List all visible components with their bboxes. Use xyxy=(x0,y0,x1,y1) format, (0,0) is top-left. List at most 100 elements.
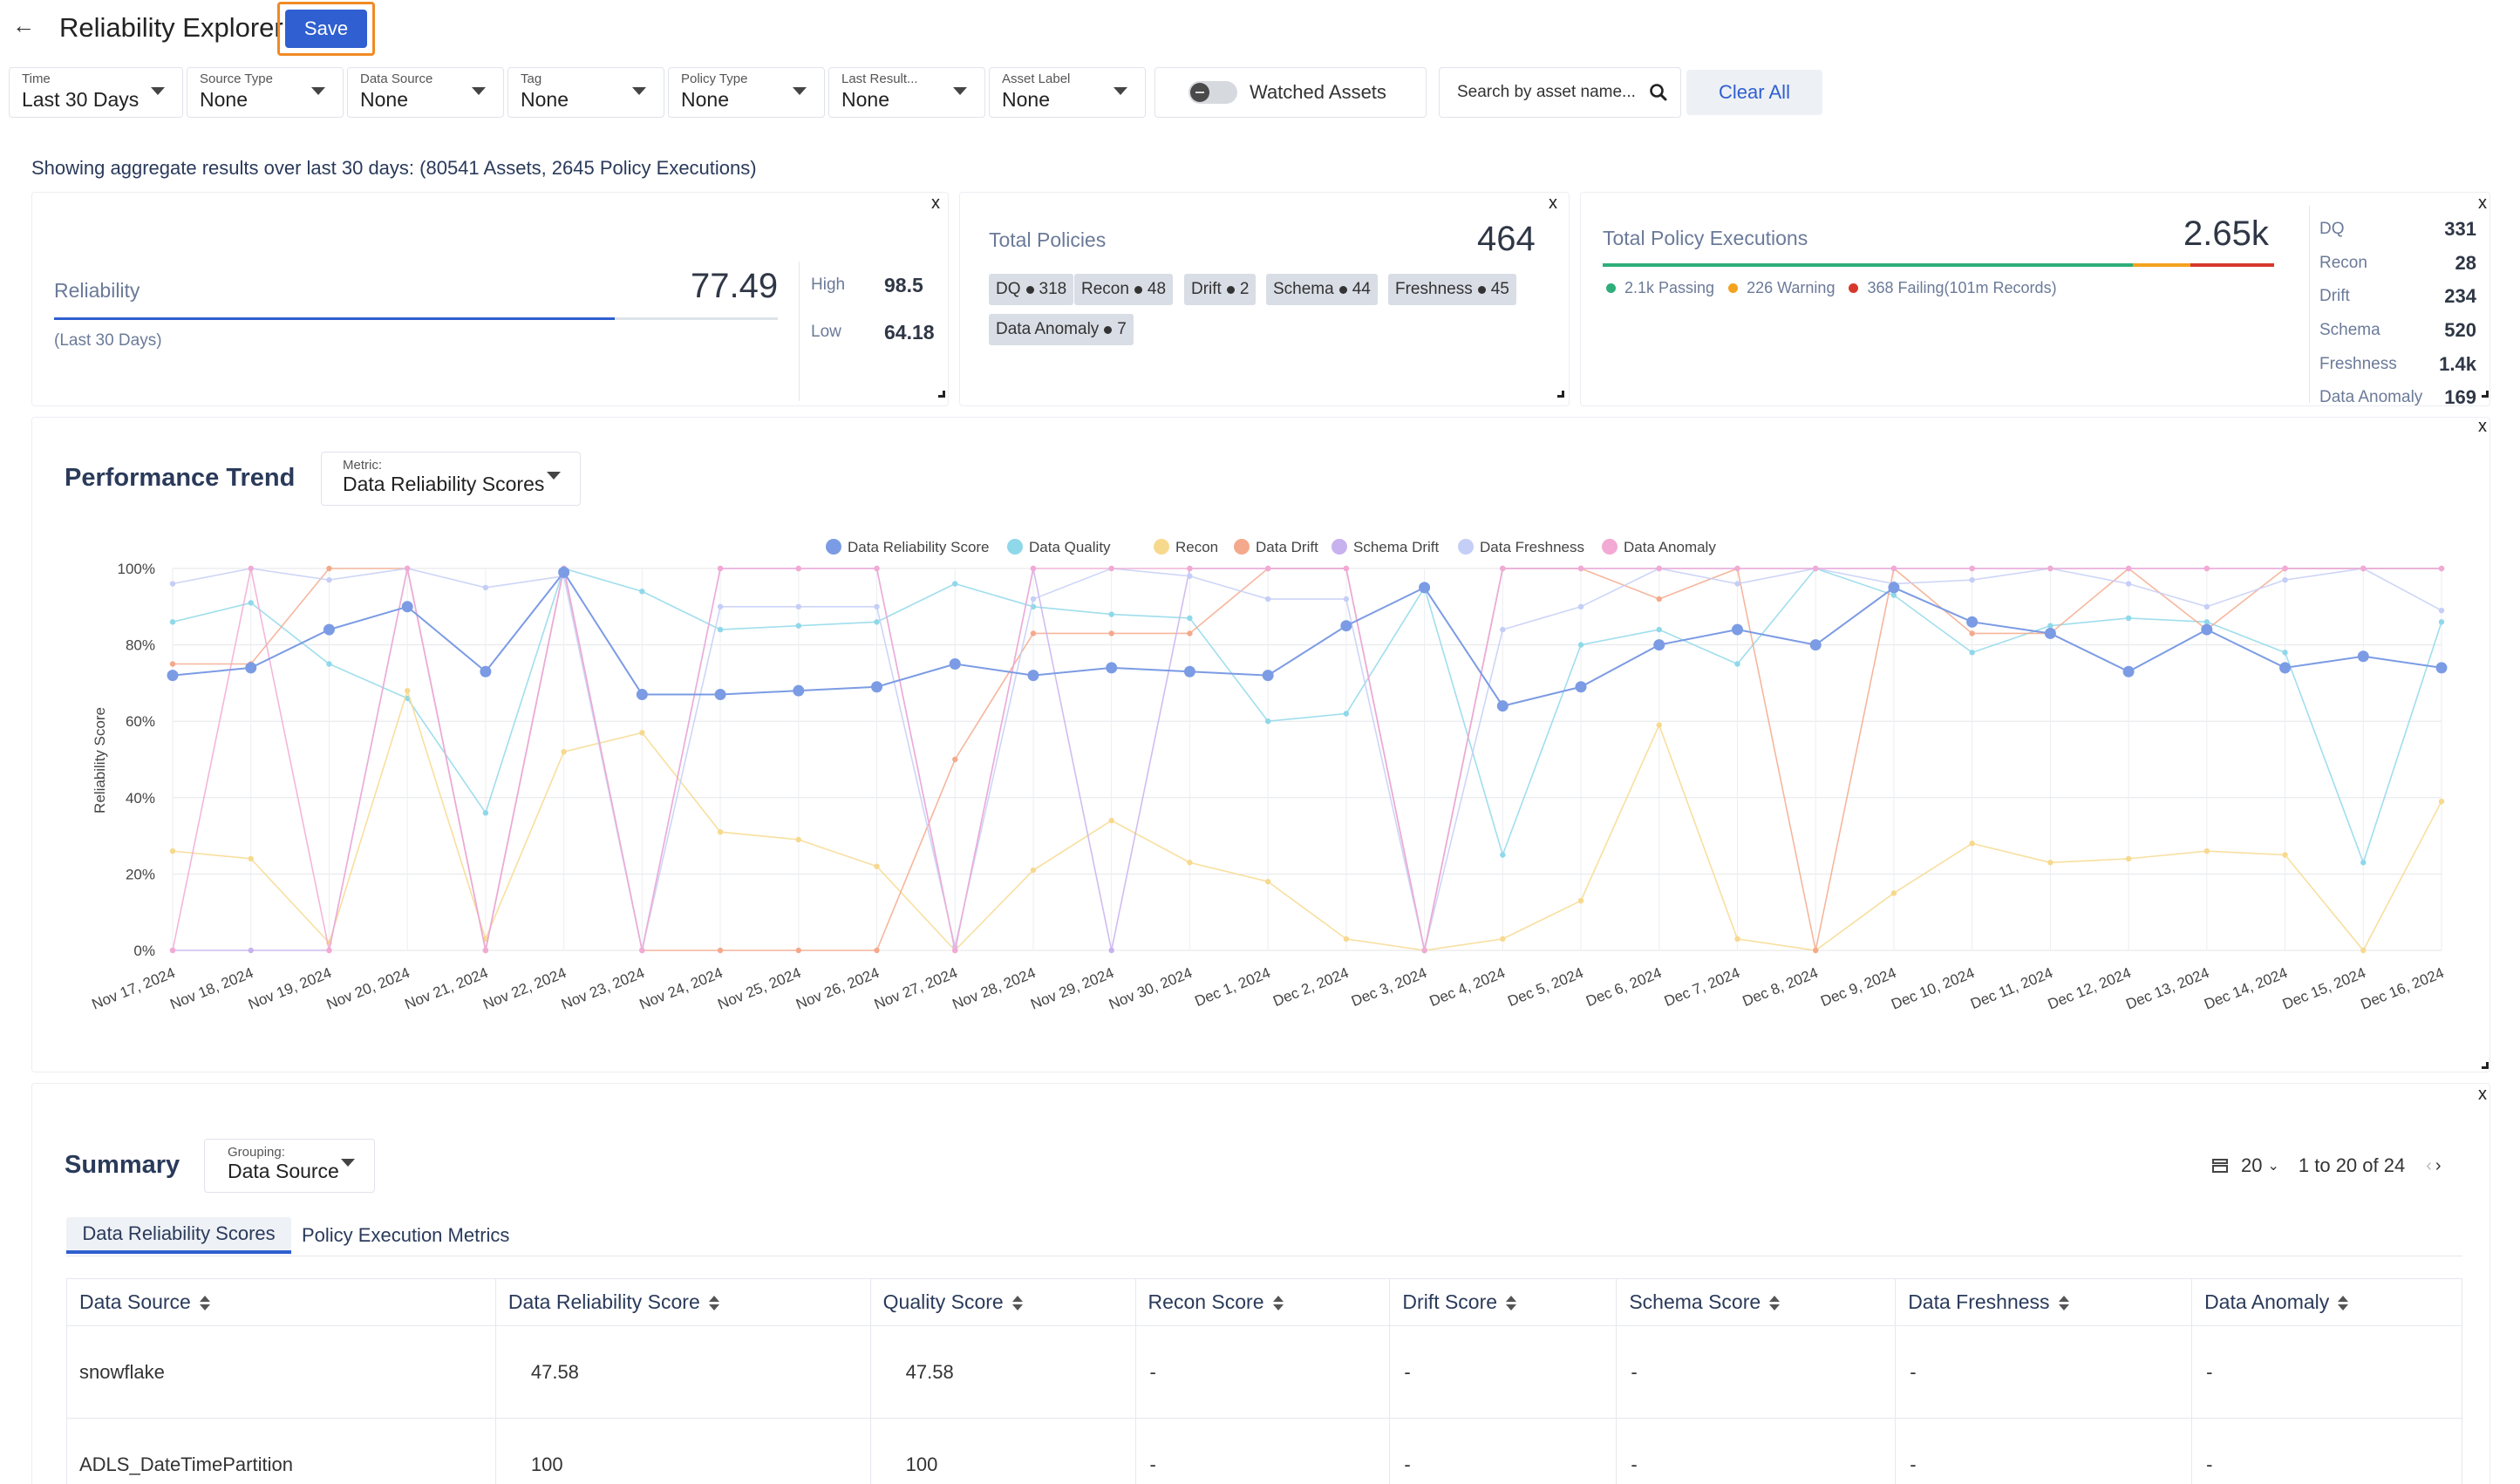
data-point xyxy=(2203,603,2210,609)
prev-page-icon[interactable]: ‹ xyxy=(2426,1155,2432,1175)
reliability-card xyxy=(31,192,949,406)
filter-tag[interactable]: Tag None xyxy=(507,67,664,118)
dot-icon xyxy=(1025,285,1034,294)
data-point xyxy=(1813,565,1819,572)
column-header[interactable]: Data Reliability Score xyxy=(494,1278,871,1326)
filter-last-result[interactable]: Last Result... None xyxy=(828,67,985,118)
data-point xyxy=(1809,639,1822,651)
toggle-switch[interactable] xyxy=(1188,81,1237,104)
data-point xyxy=(2360,947,2367,954)
data-point xyxy=(2047,623,2053,629)
resize-handle[interactable] xyxy=(2482,1062,2489,1069)
breakdown-name: Schema xyxy=(2319,321,2380,340)
filter-data-source[interactable]: Data Source None xyxy=(347,67,504,118)
passing-dot-icon xyxy=(1606,283,1616,293)
filter-value: None xyxy=(200,88,248,111)
data-point xyxy=(2438,607,2445,614)
total-policies-value: 464 xyxy=(1477,220,1536,258)
x-tick-label: Dec 15, 2024 xyxy=(2280,964,2368,1013)
close-icon[interactable]: x xyxy=(1549,194,1557,213)
sort-icon[interactable] xyxy=(1011,1296,1023,1311)
search-icon[interactable] xyxy=(1649,83,1668,102)
x-tick-label: Nov 19, 2024 xyxy=(246,964,334,1013)
tag-count: 45 xyxy=(1490,280,1509,298)
resize-handle[interactable] xyxy=(1557,391,1564,398)
column-header[interactable]: Recon Score xyxy=(1134,1278,1391,1326)
metric-dropdown[interactable]: Metric: Data Reliability Scores xyxy=(321,452,581,506)
data-point xyxy=(1030,596,1037,602)
column-header[interactable]: Quality Score xyxy=(869,1278,1136,1326)
sort-icon[interactable] xyxy=(1769,1296,1781,1311)
x-tick-label: Nov 22, 2024 xyxy=(480,964,569,1013)
filter-source-type[interactable]: Source Type None xyxy=(187,67,344,118)
asset-search[interactable] xyxy=(1439,67,1681,118)
data-point xyxy=(717,626,724,633)
close-icon[interactable]: x xyxy=(931,194,940,213)
cell-schema-score: - xyxy=(1616,1325,1897,1419)
resize-handle[interactable] xyxy=(2482,391,2489,398)
watched-assets-toggle[interactable]: Watched Assets xyxy=(1154,67,1427,118)
table-row[interactable]: snowflake 47.58 47.58 - - - - - xyxy=(66,1325,2462,1419)
data-point xyxy=(949,658,961,670)
data-point xyxy=(636,689,648,701)
data-point xyxy=(1813,947,1819,954)
sort-icon[interactable] xyxy=(708,1296,719,1311)
column-header[interactable]: Data Anomaly xyxy=(2191,1278,2462,1326)
data-point xyxy=(717,829,724,835)
legend-label: Data Quality xyxy=(1029,539,1111,555)
filter-time[interactable]: Time Last 30 Days xyxy=(9,67,183,118)
data-point xyxy=(323,623,335,636)
data-point xyxy=(717,947,724,954)
legend-label: Data Freshness xyxy=(1480,539,1584,555)
column-title: Data Anomaly xyxy=(2204,1290,2330,1313)
filter-policy-type[interactable]: Policy Type None xyxy=(668,67,825,118)
tab-data-reliability-scores[interactable]: Data Reliability Scores xyxy=(66,1217,291,1254)
tab-policy-execution-metrics[interactable]: Policy Execution Metrics xyxy=(302,1224,510,1246)
column-header[interactable]: Drift Score xyxy=(1389,1278,1618,1326)
policy-tag-schema: Schema 44 xyxy=(1266,274,1378,305)
data-point xyxy=(2203,619,2210,625)
column-header[interactable]: Data Freshness xyxy=(1895,1278,2193,1326)
table-row[interactable]: ADLS_DateTimePartition 100 100 - - - - - xyxy=(66,1418,2462,1484)
save-button[interactable]: Save xyxy=(285,10,367,48)
chevron-down-icon[interactable]: ⌄ xyxy=(2267,1159,2279,1174)
column-header[interactable]: Data Source xyxy=(66,1278,496,1326)
data-point xyxy=(1421,947,1427,954)
breakdown-row: DQ 331 xyxy=(2319,213,2476,247)
sort-icon[interactable] xyxy=(1506,1296,1517,1311)
series-line xyxy=(172,568,2442,951)
next-page-icon[interactable]: › xyxy=(2435,1155,2442,1175)
sort-icon[interactable] xyxy=(1272,1296,1284,1311)
data-point xyxy=(952,947,958,954)
column-header[interactable]: Schema Score xyxy=(1616,1278,1897,1326)
filter-asset-label[interactable]: Asset Label None xyxy=(989,67,1146,118)
data-point xyxy=(2044,627,2056,639)
sort-icon[interactable] xyxy=(2058,1296,2069,1311)
reliability-value: 77.49 xyxy=(691,267,779,305)
data-point xyxy=(1577,897,1584,904)
tag-name: Schema xyxy=(1273,280,1334,298)
page-title: Reliability Explorer xyxy=(59,12,283,43)
data-point xyxy=(1890,565,1897,572)
data-point xyxy=(1187,565,1193,572)
page-size-select[interactable]: 20 xyxy=(2241,1154,2263,1176)
sort-icon[interactable] xyxy=(2338,1296,2349,1311)
reliability-label: Reliability xyxy=(54,279,140,302)
grouping-dropdown[interactable]: Grouping: Data Source xyxy=(204,1139,375,1193)
back-arrow-icon[interactable]: ← xyxy=(12,12,35,38)
search-input[interactable] xyxy=(1457,83,1649,102)
sort-icon[interactable] xyxy=(199,1296,210,1311)
clear-all-button[interactable]: Clear All xyxy=(1686,70,1822,115)
data-point xyxy=(1969,650,1975,656)
data-point xyxy=(1187,630,1193,636)
close-icon[interactable]: x xyxy=(2478,1085,2487,1104)
toggle-knob xyxy=(1190,83,1209,102)
data-point xyxy=(1264,565,1271,572)
cell-drift-score: - xyxy=(1389,1418,1618,1484)
close-icon[interactable]: x xyxy=(2478,417,2487,436)
breakdown-name: Drift xyxy=(2319,287,2350,306)
resize-handle[interactable] xyxy=(938,391,945,398)
close-icon[interactable]: x xyxy=(2478,194,2487,213)
data-point xyxy=(1656,722,1662,728)
x-tick-label: Nov 17, 2024 xyxy=(90,964,178,1013)
